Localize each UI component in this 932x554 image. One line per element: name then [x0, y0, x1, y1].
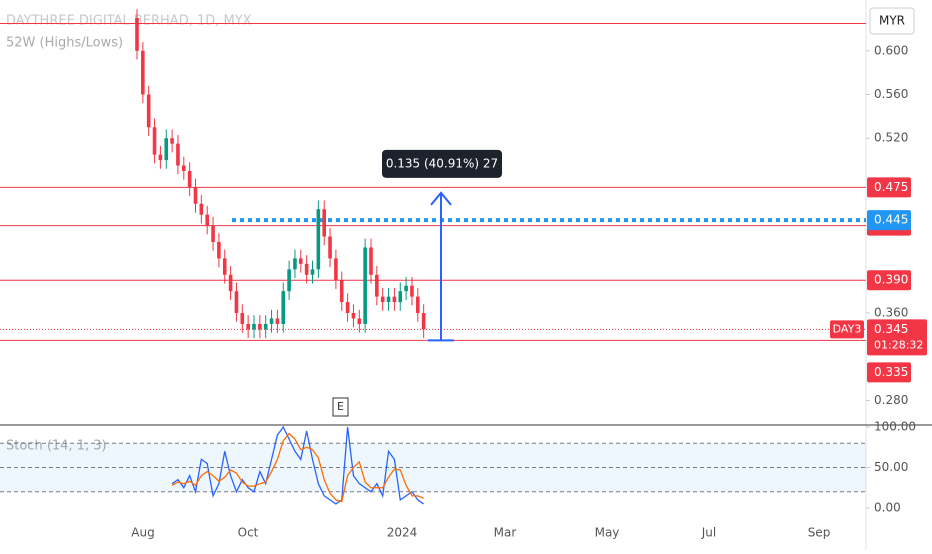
alert-label: 0.445 — [874, 213, 908, 227]
candle-body — [410, 285, 414, 297]
candle-body — [240, 313, 245, 324]
x-tick-label: Mar — [494, 526, 517, 540]
candle-body — [398, 291, 403, 303]
x-tick-label: Jul — [701, 526, 716, 540]
candle-body — [158, 154, 163, 161]
candle-body — [217, 241, 221, 259]
candle-body — [269, 318, 274, 324]
candle-body — [228, 274, 233, 292]
x-tick-label: May — [595, 526, 620, 540]
currency-box[interactable] — [869, 7, 915, 35]
x-tick-label: Sep — [808, 526, 831, 540]
candle-body — [146, 94, 151, 128]
candle-body — [392, 296, 397, 303]
candle-body — [187, 170, 192, 188]
y-tick-label: 0.280 — [874, 393, 908, 407]
y-tick-label: 0.560 — [874, 87, 908, 101]
y-tick-label: 0.600 — [874, 43, 908, 57]
x-tick-label: Aug — [131, 526, 154, 540]
candle-body — [193, 187, 198, 204]
alert-tag — [867, 210, 911, 231]
candle-body — [199, 203, 204, 215]
y-tick-label: 0.360 — [874, 306, 908, 320]
measure-arrowhead — [430, 191, 452, 206]
measure-label: 0.135 (40.91%) 27 — [386, 156, 498, 170]
y-tick-label: 50.00 — [874, 460, 908, 474]
candle-body — [263, 323, 268, 330]
candle-body — [176, 143, 180, 166]
candle-body — [234, 291, 239, 314]
candle-body — [334, 258, 338, 281]
candle-body — [281, 291, 286, 324]
y-tick-label: 100.00 — [874, 420, 916, 434]
level-label: 0.475 — [874, 180, 908, 194]
level-tag — [867, 177, 911, 198]
last-label: 0.345 — [874, 322, 908, 336]
candle-body — [357, 318, 362, 324]
candle-body — [299, 258, 303, 264]
candle-body — [386, 296, 391, 303]
level-label: 0.335 — [874, 365, 908, 379]
candle-body — [369, 247, 373, 275]
symbol-label: DAY3 — [833, 322, 862, 335]
level-tag — [867, 362, 911, 383]
candle-body — [328, 236, 332, 259]
candle-body — [345, 302, 350, 314]
candle-body — [421, 313, 426, 330]
candle-body — [339, 280, 344, 303]
candle-body — [375, 274, 379, 297]
symbol-tag — [830, 320, 864, 339]
candle-body — [310, 269, 315, 275]
candle-body — [404, 285, 408, 292]
candle-body — [322, 209, 326, 237]
event-label: E — [337, 400, 344, 413]
candle-body — [222, 258, 227, 275]
candle-body — [287, 269, 291, 292]
x-tick-label: 2024 — [387, 526, 418, 540]
candle-body — [135, 18, 139, 51]
candle-body — [182, 165, 186, 171]
candle-body — [275, 318, 280, 324]
countdown: 01:28:32 — [874, 338, 923, 351]
subtitle: 52W (Highs/Lows) — [6, 36, 123, 51]
candle-body — [416, 296, 420, 314]
last-tag — [867, 319, 927, 356]
stoch-line — [171, 425, 425, 505]
stoch-line — [171, 432, 424, 503]
candle-body — [293, 258, 297, 270]
candle-body — [211, 225, 215, 242]
level-label: 0.390 — [874, 273, 908, 287]
candle-body — [316, 209, 321, 270]
candle-body — [258, 323, 262, 330]
candle-body — [205, 214, 209, 226]
stoch-title: Stoch (14, 1, 3) — [6, 439, 107, 454]
candle-body — [170, 138, 174, 144]
candle-body — [363, 247, 367, 324]
y-tick-label: 0.00 — [874, 501, 901, 515]
title: DAYTHREE DIGITAL BERHAD, 1D, MYX — [6, 14, 252, 29]
currency: MYR — [879, 14, 905, 28]
level-tag — [867, 270, 911, 291]
candle-body — [252, 323, 256, 330]
candle-body — [246, 323, 250, 330]
event-box — [332, 397, 349, 417]
x-tick-label: Oct — [238, 526, 259, 540]
candle-body — [152, 127, 157, 155]
candle-body — [164, 138, 169, 161]
y-tick-label: 0.520 — [874, 131, 908, 145]
candle-body — [351, 313, 356, 319]
candle-body — [380, 296, 385, 303]
candle-body — [141, 50, 145, 95]
candle-body — [304, 263, 309, 275]
measure-box — [382, 149, 502, 178]
